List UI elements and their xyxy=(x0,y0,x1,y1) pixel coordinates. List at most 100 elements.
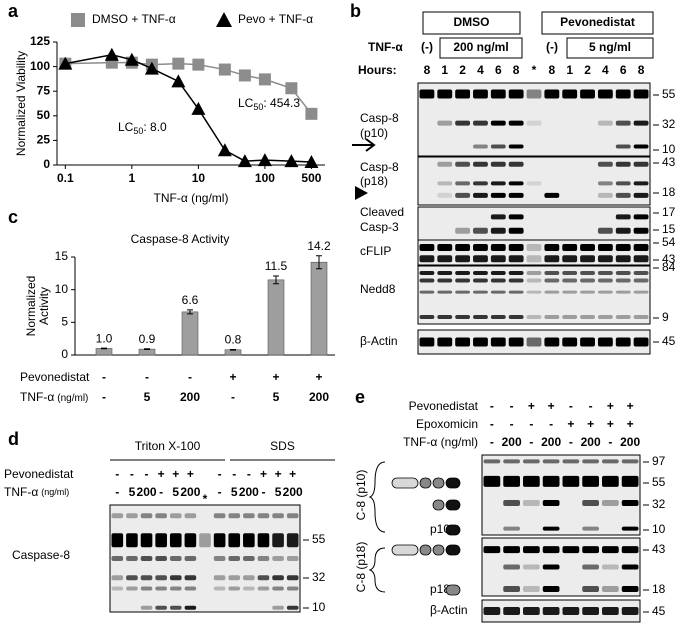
label: 500 xyxy=(301,171,321,185)
band xyxy=(544,270,560,275)
band xyxy=(490,290,506,294)
band xyxy=(286,556,299,561)
band xyxy=(508,278,524,283)
label: (p18) xyxy=(360,174,388,188)
band xyxy=(126,575,138,581)
label: Hours: xyxy=(358,63,397,77)
label: - xyxy=(261,485,265,499)
band xyxy=(597,290,613,294)
band xyxy=(286,513,299,519)
band xyxy=(633,270,649,275)
label: DMSO xyxy=(454,15,490,29)
label: 97 xyxy=(652,454,666,468)
band xyxy=(633,315,649,320)
label: e xyxy=(355,387,365,407)
band xyxy=(111,556,124,561)
label: - xyxy=(549,417,553,431)
band xyxy=(633,290,649,294)
label: - xyxy=(490,435,494,449)
band xyxy=(523,500,540,506)
label: 5 xyxy=(61,315,68,329)
band xyxy=(272,586,284,591)
band xyxy=(633,278,649,283)
point xyxy=(124,52,139,66)
label: - xyxy=(102,370,106,384)
band xyxy=(140,513,153,519)
band xyxy=(483,546,501,554)
domain-icon xyxy=(391,544,419,556)
band xyxy=(490,315,506,320)
point xyxy=(172,57,185,70)
band xyxy=(111,575,124,581)
band xyxy=(155,513,167,519)
point xyxy=(58,56,73,70)
label: 5 xyxy=(129,485,136,499)
band xyxy=(184,605,197,610)
label: Pevonedistat xyxy=(409,399,479,413)
band xyxy=(184,575,197,581)
band xyxy=(615,89,631,99)
band xyxy=(615,144,631,149)
label: + xyxy=(289,467,296,481)
band xyxy=(437,120,453,126)
error-bar xyxy=(316,255,322,270)
band xyxy=(419,315,435,320)
band xyxy=(455,315,471,320)
band xyxy=(272,575,284,581)
label: 200 xyxy=(180,485,200,499)
band xyxy=(633,255,649,263)
band xyxy=(503,475,520,487)
band xyxy=(526,290,542,294)
label: 5 xyxy=(172,485,179,499)
point xyxy=(258,73,271,86)
band xyxy=(126,513,138,519)
band xyxy=(490,181,506,186)
label: p18 xyxy=(430,582,450,596)
band xyxy=(272,513,284,519)
band xyxy=(633,337,649,347)
label: TNF-α (ng/ml) xyxy=(403,435,478,449)
label: Pevonedistat xyxy=(4,467,74,481)
label: * xyxy=(532,63,537,77)
label: + xyxy=(627,399,634,413)
label: - xyxy=(159,485,163,499)
condition-name: Pevonedistat xyxy=(20,370,90,384)
band xyxy=(228,575,241,581)
label: Caspase-8 xyxy=(12,548,70,562)
band xyxy=(615,315,631,320)
label: - xyxy=(115,467,119,481)
band xyxy=(184,533,197,548)
band xyxy=(419,290,435,294)
label: 43 xyxy=(662,252,676,266)
band xyxy=(184,586,197,591)
band xyxy=(542,564,560,570)
band xyxy=(455,290,471,294)
label: + xyxy=(627,417,634,431)
band xyxy=(213,575,226,581)
band xyxy=(544,89,560,99)
band xyxy=(602,607,619,615)
band xyxy=(272,556,284,561)
condition-name: TNF-α xyxy=(20,390,54,404)
band xyxy=(490,192,506,198)
label: 4 xyxy=(602,63,609,77)
band xyxy=(184,556,197,561)
label: - xyxy=(569,435,573,449)
band xyxy=(523,475,540,487)
band xyxy=(228,556,241,561)
point xyxy=(218,63,231,76)
band xyxy=(473,181,488,186)
legend-marker xyxy=(216,12,232,27)
band xyxy=(228,513,241,519)
label: 14.2 xyxy=(307,239,331,253)
label: + xyxy=(528,399,535,413)
annotation-text: : 8.0 xyxy=(143,120,167,134)
label: 45 xyxy=(652,604,666,618)
band xyxy=(508,214,524,220)
band xyxy=(419,337,435,347)
blot xyxy=(109,504,301,613)
label: 32 xyxy=(652,497,666,511)
band xyxy=(490,244,506,251)
label: + xyxy=(548,399,555,413)
